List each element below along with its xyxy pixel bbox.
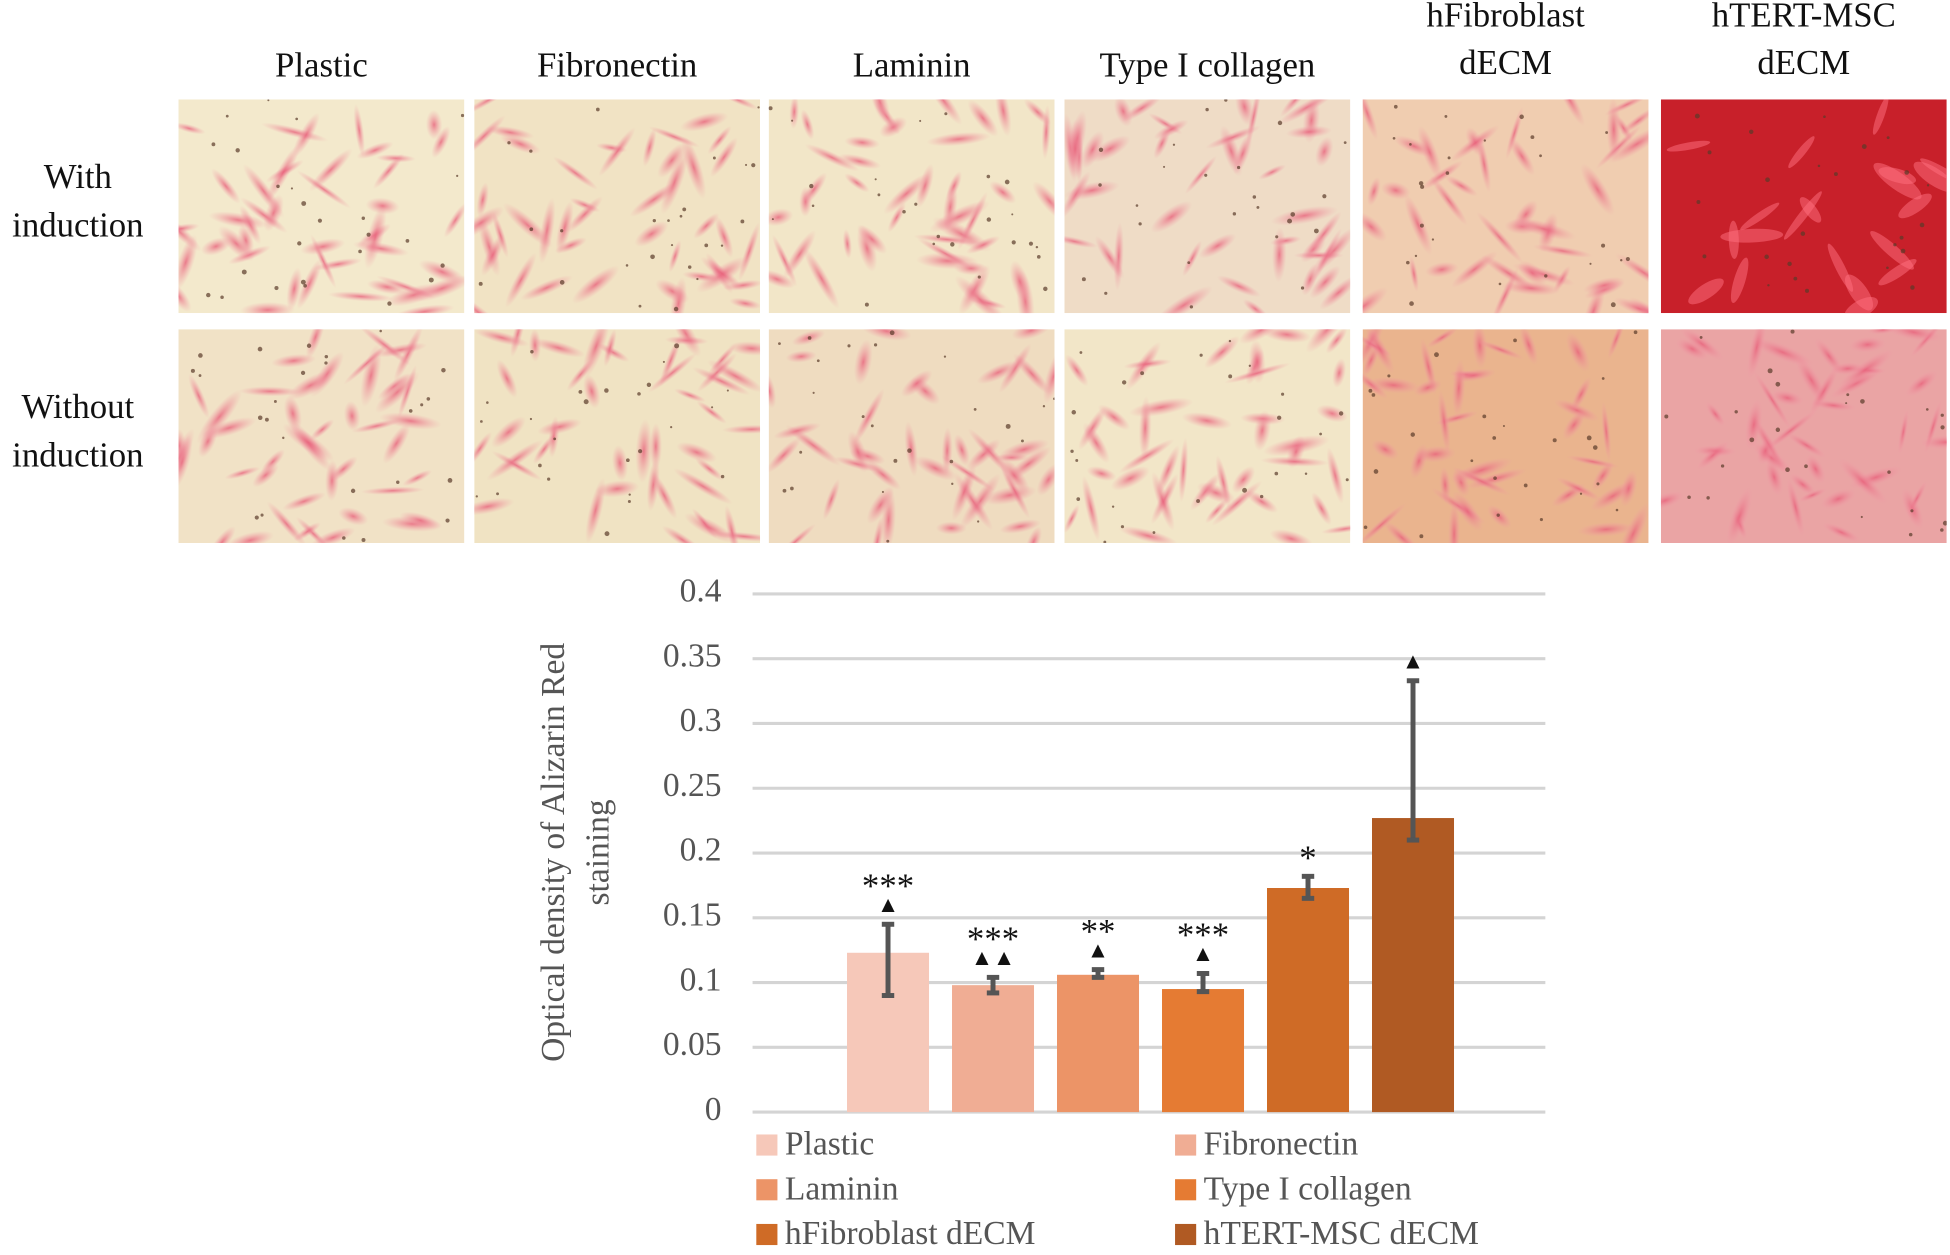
y-tick-label: 0.15 — [663, 896, 722, 933]
annotation-stars: *** — [1177, 916, 1229, 955]
legend-label: Laminin — [785, 1170, 899, 1207]
error-bar — [1091, 967, 1105, 980]
y-axis-label: Optical density of Alizarin Red — [535, 643, 572, 1062]
legend-label: hFibroblast dECM — [785, 1215, 1036, 1252]
bar — [1162, 989, 1245, 1113]
bar — [952, 985, 1035, 1113]
legend-swatch — [1175, 1223, 1197, 1246]
y-tick-label: 0.35 — [663, 637, 722, 674]
bar — [1267, 888, 1350, 1113]
legend-swatch — [1175, 1179, 1197, 1201]
annotation-triangle: ▲ — [1087, 937, 1109, 962]
micrograph — [178, 329, 465, 544]
annotation-triangle: ▲ — [1192, 941, 1214, 966]
column-label: Plastic — [275, 45, 368, 84]
column-label: hFibroblast — [1426, 0, 1585, 35]
micrograph — [1064, 99, 1351, 314]
legend-swatch — [756, 1134, 778, 1156]
error-bar — [881, 921, 895, 999]
bar — [1057, 974, 1140, 1113]
annotation-stars: * — [1299, 838, 1316, 877]
y-tick-label: 0.4 — [680, 573, 722, 610]
micrograph — [1064, 329, 1351, 544]
error-bar — [1196, 971, 1210, 995]
annotation-stars: ** — [1081, 912, 1116, 951]
micrograph — [1362, 329, 1649, 544]
micrograph — [474, 99, 761, 314]
error-bar — [1301, 873, 1315, 901]
error-bar — [986, 974, 1000, 996]
column-label: Laminin — [853, 45, 971, 84]
column-label: dECM — [1459, 43, 1552, 82]
y-tick-label: 0.05 — [663, 1026, 722, 1063]
micrograph-grid: Plastic Fibronectin Laminin Type I collagen… — [12, 0, 1947, 544]
y-tick-label: 0.3 — [680, 702, 722, 739]
micrograph — [768, 99, 1055, 314]
error-bar — [1406, 678, 1420, 843]
legend-swatch — [756, 1223, 778, 1246]
row-label: Without — [22, 387, 135, 426]
annotation-triangle: ▲▲ — [971, 945, 1015, 970]
column-label: dECM — [1757, 43, 1850, 82]
row-label: With — [44, 157, 112, 196]
annotation-triangle: ▲ — [877, 892, 899, 917]
y-tick-label: 0.1 — [680, 961, 722, 998]
legend-label: hTERT-MSC dECM — [1204, 1215, 1479, 1252]
micrograph — [178, 99, 465, 314]
legend-swatch — [756, 1179, 778, 1201]
bar — [1372, 818, 1455, 1113]
micrograph — [1660, 99, 1947, 314]
y-tick-label: 0.25 — [663, 767, 722, 804]
bar-chart: 0 0.05 0.1 0.15 0.2 0.25 0.3 0.35 0.4 Optical den… — [535, 573, 1546, 1252]
micrograph — [474, 329, 761, 544]
row-label: induction — [12, 206, 143, 245]
micrograph — [768, 329, 1055, 544]
micrograph — [1362, 99, 1649, 314]
y-axis-label: staining — [580, 799, 617, 905]
column-label: hTERT-MSC — [1712, 0, 1896, 35]
legend-label: Fibronectin — [1204, 1126, 1359, 1163]
annotation-stars: *** — [967, 920, 1019, 959]
column-label: Fibronectin — [537, 45, 697, 84]
legend-swatch — [1175, 1134, 1197, 1156]
annotation-triangle: ▲ — [1402, 648, 1424, 673]
y-tick-label: 0 — [705, 1091, 722, 1128]
annotation-stars: *** — [862, 866, 914, 905]
y-tick-label: 0.2 — [680, 832, 722, 869]
column-label: Type I collagen — [1099, 45, 1315, 84]
legend-label: Plastic — [785, 1126, 874, 1163]
micrograph — [1660, 329, 1947, 544]
legend-label: Type I collagen — [1204, 1170, 1412, 1207]
row-label: induction — [12, 435, 143, 474]
